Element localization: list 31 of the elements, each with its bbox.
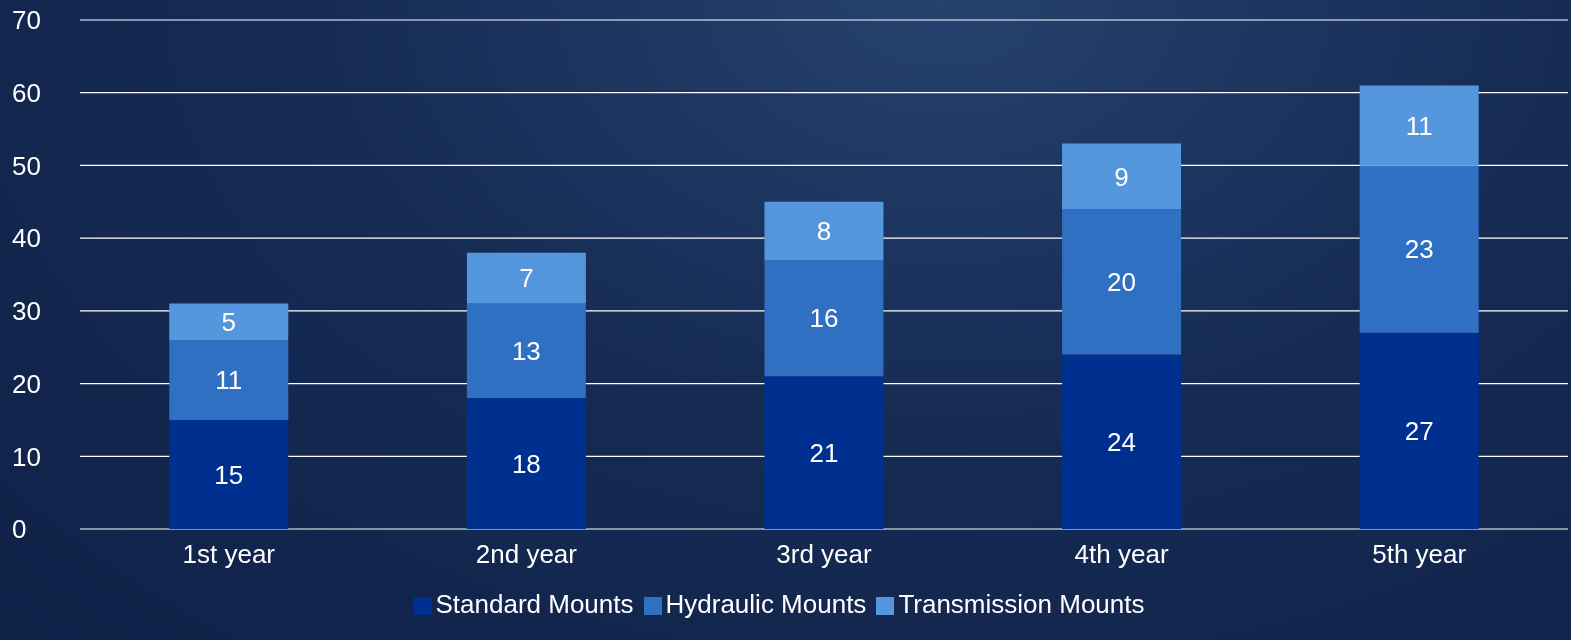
- legend-label: Transmission Mounts: [898, 589, 1145, 619]
- y-tick-label: 0: [12, 514, 27, 545]
- x-tick-label: 5th year: [1372, 539, 1467, 570]
- data-label: 5: [221, 306, 237, 337]
- data-label: 9: [1114, 161, 1129, 192]
- y-tick-label: 10: [12, 441, 41, 472]
- x-tick-label: 4th year: [1074, 539, 1169, 570]
- data-label: 11: [1405, 110, 1433, 141]
- y-tick-label: 70: [12, 5, 41, 36]
- data-label: 15: [214, 459, 244, 490]
- data-label: 18: [511, 448, 541, 479]
- data-label: 11: [215, 365, 243, 396]
- y-tick-label: 40: [12, 223, 41, 254]
- x-tick-label: 3rd year: [776, 539, 873, 570]
- y-tick-label: 30: [12, 296, 41, 327]
- y-tick-label: 60: [12, 77, 41, 108]
- data-label: 16: [809, 303, 839, 334]
- legend-label: Hydraulic Mounts: [665, 589, 867, 619]
- data-label: 7: [519, 263, 534, 294]
- legend-label: Standard Mounts: [435, 589, 634, 619]
- data-label: 8: [816, 216, 832, 247]
- data-label: 13: [511, 336, 541, 367]
- data-label: 23: [1404, 234, 1434, 265]
- x-tick-label: 2nd year: [475, 539, 578, 570]
- y-tick-label: 20: [12, 368, 41, 399]
- data-label: 21: [809, 437, 839, 468]
- y-tick-label: 50: [12, 150, 41, 181]
- data-label: 27: [1404, 416, 1434, 447]
- x-tick-label: 1st year: [182, 539, 276, 570]
- data-label: 24: [1107, 426, 1137, 457]
- data-label: 20: [1107, 267, 1137, 297]
